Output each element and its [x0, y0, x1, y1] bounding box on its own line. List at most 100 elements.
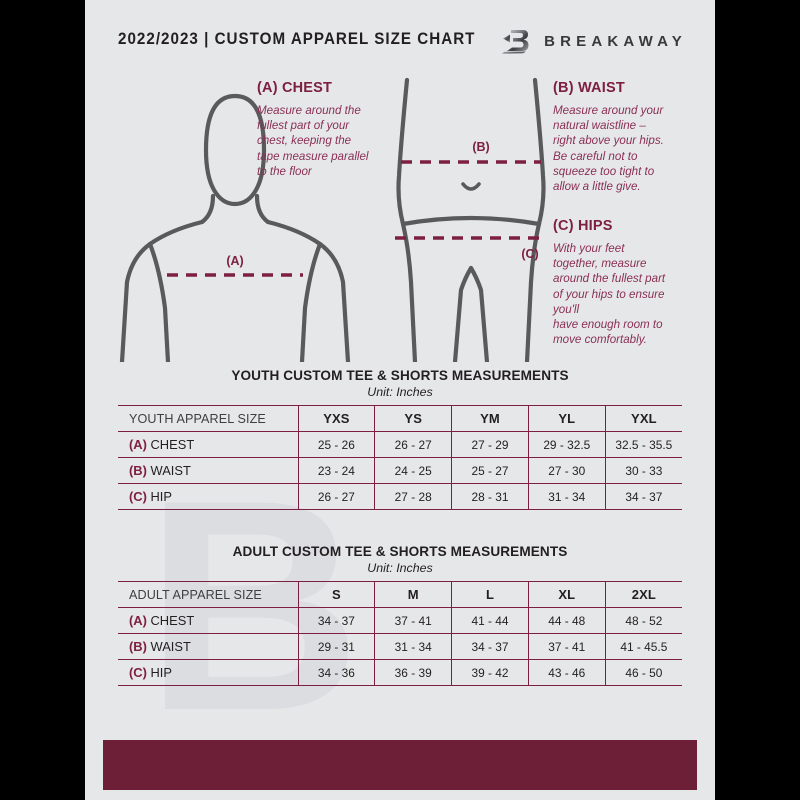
cell-value: 43 - 46 [527, 659, 606, 686]
adult-label-header: ADULT APPAREL SIZE [118, 581, 298, 608]
cell-value: 34 - 37 [604, 483, 682, 510]
table-row: (B) WAIST 29 - 31 31 - 34 34 - 37 37 - 4… [118, 633, 682, 660]
table-header-row: YOUTH APPAREL SIZE YXS YS YM YL YXL [118, 405, 682, 432]
cell-value: 28 - 31 [451, 483, 529, 510]
brand-lockup: BREAKAWAY [500, 26, 687, 56]
page-header: 2022/2023 | CUSTOM APPAREL SIZE CHART [85, 26, 715, 60]
cell-value: 44 - 48 [527, 607, 606, 634]
table-header-row: ADULT APPAREL SIZE S M L XL 2XL [118, 581, 682, 608]
row-name: WAIST [150, 463, 191, 478]
youth-table-unit: Unit: Inches [367, 385, 433, 399]
cell-value: 34 - 36 [297, 659, 375, 686]
cell-value: 29 - 31 [297, 633, 375, 660]
row-tag: (C) [129, 489, 147, 504]
waist-instruction-body: Measure around your natural waistline – … [553, 104, 664, 194]
cell-value: 31 - 34 [527, 483, 606, 510]
footer-accent-bar [103, 740, 697, 790]
cell-value: 46 - 50 [604, 659, 682, 686]
adult-size-header: S [297, 581, 375, 608]
upper-body-silhouette-icon: (A) [119, 93, 351, 362]
row-name: CHEST [150, 437, 195, 452]
hips-instruction-title: (C) HIPS [553, 218, 613, 234]
table-row: (A) CHEST 34 - 37 37 - 41 41 - 44 44 - 4… [118, 607, 682, 634]
cell-value: 41 - 45.5 [604, 633, 682, 660]
breakaway-b-logo-icon [502, 30, 529, 54]
lower-body-silhouette-icon: (B) (C) [395, 77, 547, 362]
youth-size-header: YS [374, 405, 452, 432]
page-title: 2022/2023 | CUSTOM APPAREL SIZE CHART [118, 30, 476, 48]
row-tag: (A) [129, 437, 147, 452]
adult-table-section: ADULT CUSTOM TEE & SHORTS MEASUREMENTS U… [118, 544, 682, 686]
cell-value: 41 - 44 [451, 607, 529, 634]
row-tag: (B) [129, 463, 147, 478]
row-name: HIP [150, 489, 173, 504]
cell-value: 25 - 26 [297, 431, 375, 458]
hips-instruction-block: (C) HIPS With your feet together, measur… [553, 218, 699, 347]
cell-value: 30 - 33 [604, 457, 682, 484]
cell-value: 37 - 41 [527, 633, 606, 660]
adult-row-label: (C) HIP [118, 659, 298, 686]
chest-instruction-title: (A) CHEST [257, 80, 333, 96]
row-tag: (C) [129, 665, 147, 680]
size-chart-page: B 2022/2023 | CUSTOM APPAREL SIZE CHART [85, 0, 715, 800]
chest-instruction-block: (A) CHEST Measure around the fullest par… [257, 80, 407, 179]
row-name: HIP [150, 665, 173, 680]
youth-size-header: YXL [604, 405, 682, 432]
brand-name: BREAKAWAY [544, 32, 687, 50]
youth-table-title: YOUTH CUSTOM TEE & SHORTS MEASUREMENTS [231, 368, 569, 383]
cell-value: 29 - 32.5 [527, 431, 606, 458]
cell-value: 32.5 - 35.5 [604, 431, 682, 458]
adult-row-label: (A) CHEST [118, 607, 298, 634]
adult-table-title: ADULT CUSTOM TEE & SHORTS MEASUREMENTS [232, 544, 568, 559]
adult-size-header: L [451, 581, 529, 608]
cell-value: 31 - 34 [374, 633, 452, 660]
adult-size-header: XL [527, 581, 606, 608]
waist-marker-label: (B) [472, 140, 489, 154]
youth-label-header: YOUTH APPAREL SIZE [118, 405, 298, 432]
waist-instruction-block: (B) WAIST Measure around your natural wa… [553, 80, 699, 194]
row-tag: (A) [129, 613, 147, 628]
youth-row-label: (B) WAIST [118, 457, 298, 484]
navel-mark [461, 182, 481, 191]
youth-size-header: YL [527, 405, 606, 432]
cell-value: 34 - 37 [451, 633, 529, 660]
adult-size-table: ADULT APPAREL SIZE S M L XL 2XL (A) CHES… [118, 581, 682, 686]
body-diagrams: (A) (B) (C) (A) CHEST Me [85, 72, 715, 362]
youth-table-section: YOUTH CUSTOM TEE & SHORTS MEASUREMENTS U… [118, 368, 682, 510]
chest-instruction-body: Measure around the fullest part of your … [257, 104, 369, 178]
cell-value: 39 - 42 [451, 659, 529, 686]
youth-row-label: (A) CHEST [118, 431, 298, 458]
youth-size-header: YXS [297, 405, 375, 432]
adult-table-unit: Unit: Inches [367, 561, 433, 575]
cell-value: 26 - 27 [297, 483, 375, 510]
cell-value: 26 - 27 [374, 431, 452, 458]
row-tag: (B) [129, 639, 147, 654]
cell-value: 25 - 27 [451, 457, 529, 484]
cell-value: 27 - 30 [527, 457, 606, 484]
table-row: (A) CHEST 25 - 26 26 - 27 27 - 29 29 - 3… [118, 431, 682, 458]
table-row: (C) HIP 34 - 36 36 - 39 39 - 42 43 - 46 … [118, 659, 682, 686]
cell-value: 48 - 52 [604, 607, 682, 634]
table-row: (B) WAIST 23 - 24 24 - 25 25 - 27 27 - 3… [118, 457, 682, 484]
hips-instruction-body: With your feet together, measure around … [553, 242, 666, 347]
cell-value: 34 - 37 [297, 607, 375, 634]
youth-row-label: (C) HIP [118, 483, 298, 510]
youth-size-table: YOUTH APPAREL SIZE YXS YS YM YL YXL (A) … [118, 405, 682, 510]
cell-value: 36 - 39 [374, 659, 452, 686]
adult-row-label: (B) WAIST [118, 633, 298, 660]
adult-size-header: 2XL [604, 581, 682, 608]
row-name: CHEST [150, 613, 195, 628]
table-row: (C) HIP 26 - 27 27 - 28 28 - 31 31 - 34 … [118, 483, 682, 510]
cell-value: 27 - 28 [374, 483, 452, 510]
cell-value: 23 - 24 [297, 457, 375, 484]
cell-value: 27 - 29 [451, 431, 529, 458]
chest-marker-label: (A) [226, 254, 243, 268]
youth-size-header: YM [451, 405, 529, 432]
adult-size-header: M [374, 581, 452, 608]
waist-instruction-title: (B) WAIST [553, 80, 625, 96]
hip-marker-label: (C) [521, 247, 538, 261]
cell-value: 24 - 25 [374, 457, 452, 484]
cell-value: 37 - 41 [374, 607, 452, 634]
row-name: WAIST [150, 639, 191, 654]
